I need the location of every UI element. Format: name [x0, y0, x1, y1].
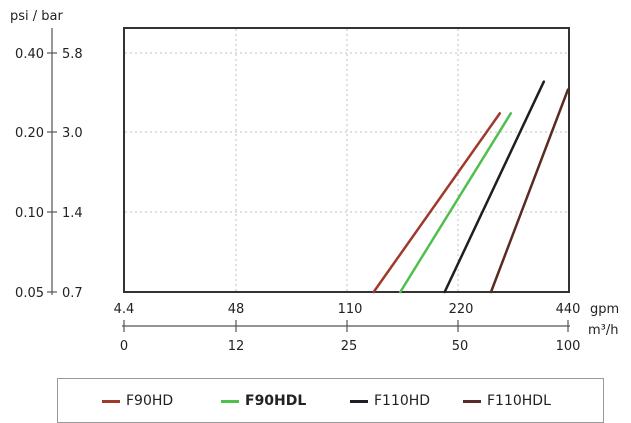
legend-item: F110HDL: [463, 393, 551, 409]
x-tick-label-m3h: 12: [228, 339, 245, 354]
x-unit-gpm: gpm: [590, 302, 619, 317]
series-line-f90hd: [372, 112, 502, 294]
x-tick-label-m3h: 0: [120, 339, 128, 354]
legend-swatch: [221, 399, 239, 403]
y-unit-label: psi / bar: [10, 9, 63, 24]
y-tick-label-bar: 1.4: [62, 206, 83, 221]
y-tick-label-bar: 5.8: [62, 47, 83, 62]
legend: F90HD F90HDL F110HD F110HDL: [57, 378, 604, 423]
legend-item: F90HDL: [221, 393, 306, 409]
series-line-f90hdl: [399, 112, 513, 294]
x-unit-m3h: m³/h: [588, 323, 619, 338]
x-tick-label-gpm: 110: [338, 302, 363, 317]
legend-label: F90HD: [126, 393, 174, 409]
legend-item: F110HD: [350, 393, 430, 409]
legend-label: F110HDL: [487, 393, 551, 409]
legend-swatch: [350, 399, 368, 403]
series-line-f110hdl: [489, 88, 570, 294]
y-tick-label-psi: 0.10: [15, 206, 44, 221]
legend-swatch: [102, 399, 120, 403]
y-tick-label-bar: 3.0: [62, 126, 83, 141]
legend-swatch: [463, 399, 481, 403]
y-tick-label-psi: 0.05: [15, 286, 44, 301]
x-tick-label-m3h: 100: [556, 339, 581, 354]
legend-label: F110HD: [374, 393, 431, 409]
x-tick-label-gpm: 48: [228, 302, 245, 317]
x-tick-label-gpm: 4.4: [114, 302, 135, 317]
y-tick-label-bar: 0.7: [62, 286, 83, 301]
y-tick-label-psi: 0.20: [15, 126, 44, 141]
y-tick-label-psi: 0.40: [15, 47, 44, 62]
legend-item: F90HD: [102, 393, 173, 409]
x-tick-label-m3h: 50: [452, 339, 469, 354]
x-tick-label-gpm: 220: [449, 302, 474, 317]
legend-label: F90HDL: [245, 393, 307, 409]
x-tick-label-m3h: 25: [341, 339, 358, 354]
series-layer: [372, 80, 570, 294]
x-tick-label-gpm: 440: [556, 302, 581, 317]
series-line-f110hd: [443, 80, 546, 294]
grid: [125, 29, 568, 291]
